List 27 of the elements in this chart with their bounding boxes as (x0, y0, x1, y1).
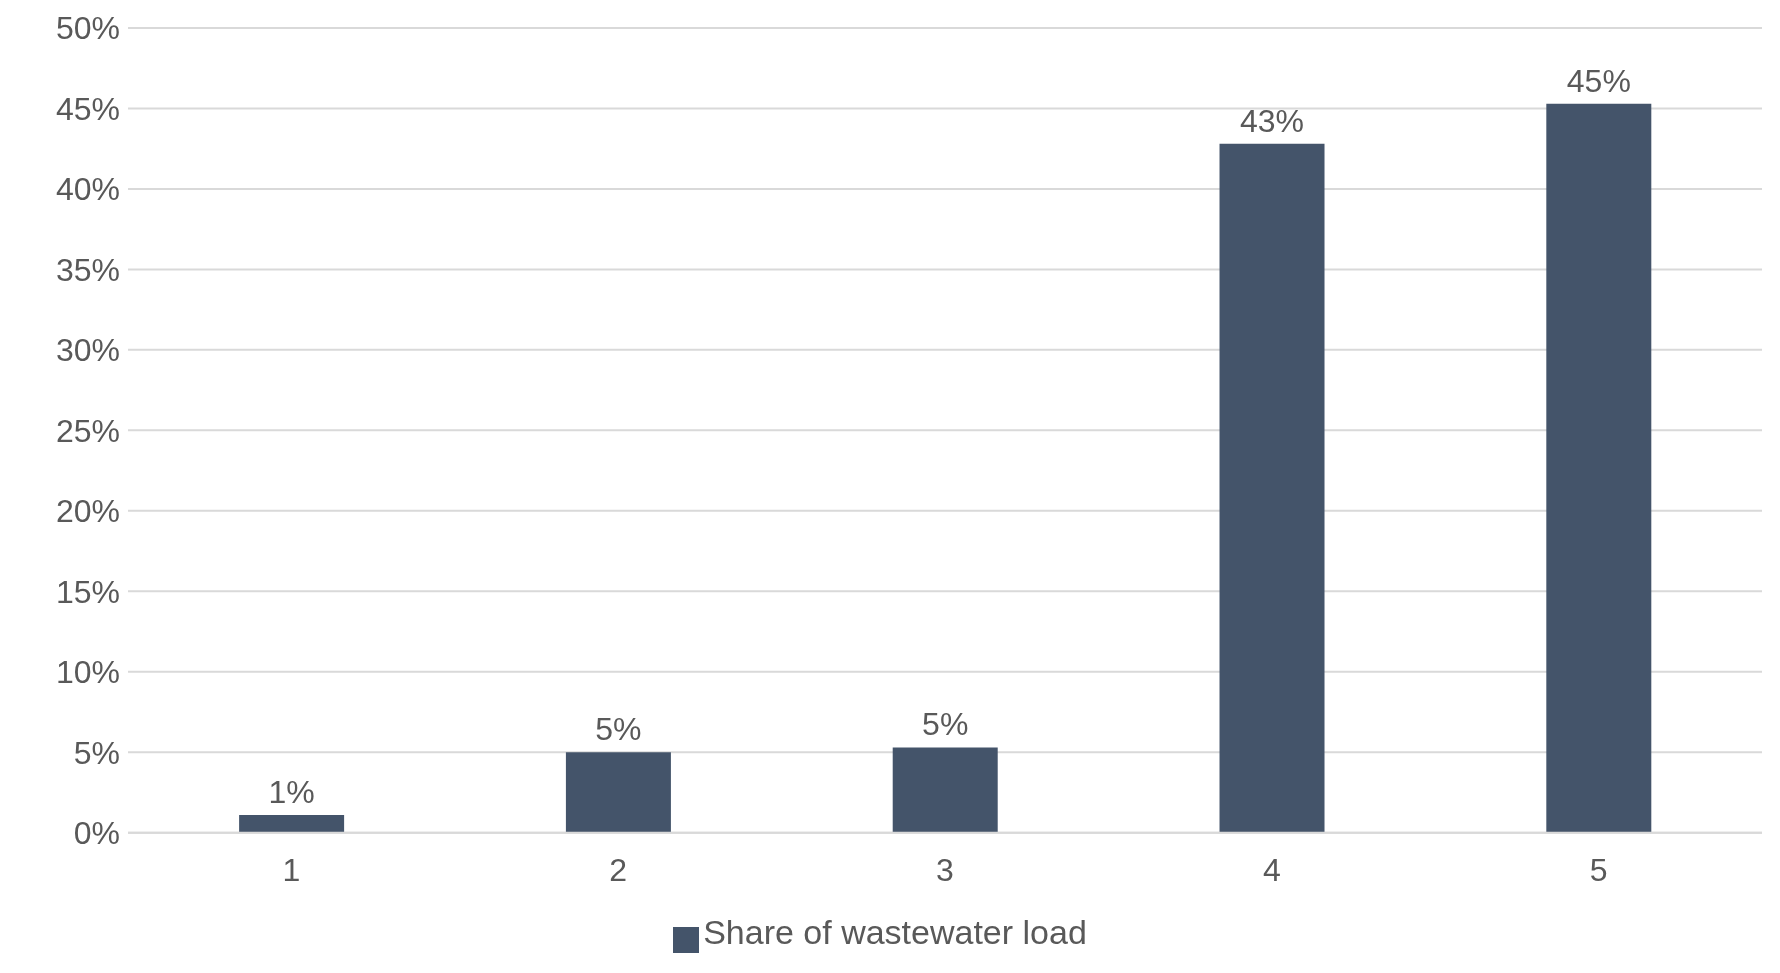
data-label: 5% (922, 706, 969, 743)
data-label: 45% (1566, 62, 1631, 99)
y-tick-label: 35% (55, 251, 120, 288)
bar (239, 814, 345, 833)
y-tick-label: 20% (55, 493, 120, 530)
data-label: 1% (268, 773, 315, 810)
x-tick-label: 4 (1262, 852, 1281, 889)
legend-label: Share of wastewater load (703, 912, 1087, 951)
data-label: 43% (1239, 102, 1305, 139)
x-tick-label: 5 (1589, 852, 1608, 889)
bar (892, 747, 998, 833)
y-tick-label: 40% (55, 171, 120, 208)
bar (1219, 143, 1325, 833)
y-tick-label: 10% (55, 654, 120, 691)
y-tick-label: 5% (73, 734, 120, 771)
x-tick-label: 1 (282, 852, 301, 889)
data-label: 5% (595, 711, 642, 748)
y-tick-label: 15% (55, 573, 120, 610)
x-tick-label: 3 (936, 852, 954, 889)
bar (1546, 103, 1652, 833)
bar (565, 752, 671, 833)
y-tick-label: 45% (55, 90, 120, 127)
y-tick-label: 50% (55, 10, 120, 47)
y-tick-label: 25% (55, 412, 120, 449)
y-tick-label: 30% (55, 332, 120, 369)
x-tick-label: 2 (609, 852, 628, 889)
y-tick-label: 0% (73, 815, 120, 852)
